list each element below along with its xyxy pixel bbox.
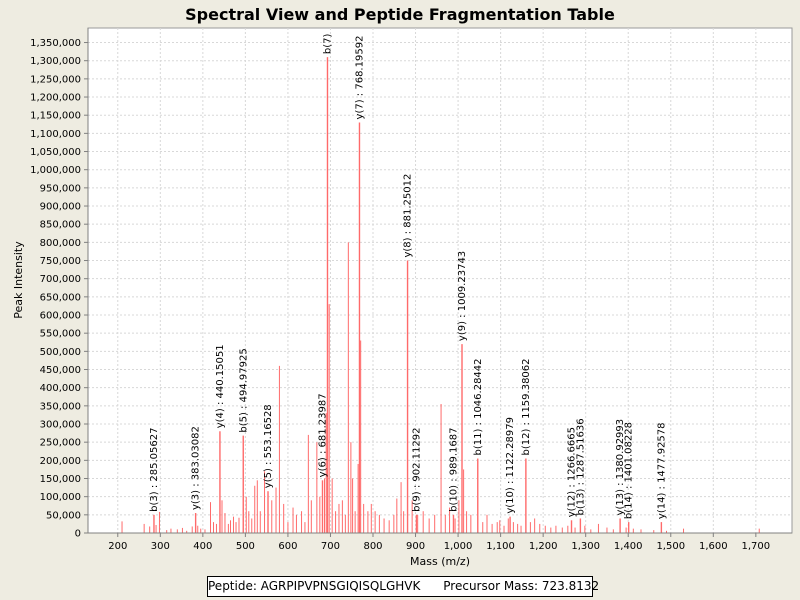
peak-label: b(10) : 989.1687 xyxy=(448,428,459,512)
chart-title: Spectral View and Peptide Fragmentation … xyxy=(185,5,615,24)
x-tick-label: 1,400 xyxy=(614,541,643,552)
x-tick-label: 900 xyxy=(406,541,425,552)
x-tick-label: 700 xyxy=(321,541,340,552)
peak-label: y(5) : 553.16528 xyxy=(263,404,274,488)
y-tick-label: 1,200,000 xyxy=(30,93,81,104)
x-tick-label: 1,300 xyxy=(571,541,600,552)
peptide-info-box: Peptide: AGRPIPVPNSGIQISQLGHVK Precursor… xyxy=(207,576,599,597)
x-tick-label: 600 xyxy=(278,541,297,552)
y-tick-label: 700,000 xyxy=(40,274,81,285)
x-tick-label: 1,100 xyxy=(486,541,515,552)
x-tick-label: 1,000 xyxy=(444,541,473,552)
spectrum-chart-svg: Spectral View and Peptide Fragmentation … xyxy=(12,5,793,568)
peak-label: b(12) : 1159.38062 xyxy=(521,358,532,455)
y-tick-label: 950,000 xyxy=(40,183,81,194)
y-tick-label: 200,000 xyxy=(40,456,81,467)
y-tick-label: 150,000 xyxy=(40,474,81,485)
peaks-layer xyxy=(121,57,760,533)
peak-label: y(3) : 383.03082 xyxy=(191,426,202,510)
x-tick-label: 800 xyxy=(363,541,382,552)
peak-label: b(14) : 1401.08228 xyxy=(624,422,635,519)
y-tick-label: 900,000 xyxy=(40,202,81,213)
y-tick-label: 650,000 xyxy=(40,292,81,303)
x-tick-label: 300 xyxy=(151,541,170,552)
y-axis-label: Peak Intensity xyxy=(12,241,25,319)
y-tick-label: 50,000 xyxy=(46,510,81,521)
peak-label: b(11) : 1046.28442 xyxy=(473,358,484,455)
y-tick-label: 1,250,000 xyxy=(30,74,81,85)
axes-layer: 0 50,000 100,000 150,000 200,000 250,000 300,0… xyxy=(30,28,792,552)
peak-label: b(7) xyxy=(322,33,333,54)
peak-label: y(8) : 881.25012 xyxy=(403,174,414,258)
y-tick-label: 550,000 xyxy=(40,329,81,340)
y-tick-label: 1,300,000 xyxy=(30,56,81,67)
peak-label: b(9) : 902.11292 xyxy=(411,428,422,512)
x-axis-label: Mass (m/z) xyxy=(410,555,470,568)
y-tick-label: 1,100,000 xyxy=(30,129,81,140)
y-tick-label: 1,150,000 xyxy=(30,111,81,122)
y-tick-label: 1,050,000 xyxy=(30,147,81,158)
y-tick-label: 400,000 xyxy=(40,383,81,394)
info-separator xyxy=(420,579,443,593)
peak-label: y(4) : 440.15051 xyxy=(215,344,226,428)
x-tick-label: 200 xyxy=(108,541,127,552)
peak-labels-layer: b(3) : 285.05627 y(3) : 383.03082 y(4) : 4… xyxy=(149,33,667,519)
peak-label: y(6) : 681.23987 xyxy=(317,393,328,477)
y-tick-label: 250,000 xyxy=(40,438,81,449)
peak-label: y(10) : 1122.28979 xyxy=(505,417,516,514)
y-tick-label: 300,000 xyxy=(40,420,81,431)
x-tick-label: 1,600 xyxy=(699,541,728,552)
y-tick-label: 800,000 xyxy=(40,238,81,249)
y-tick-label: 850,000 xyxy=(40,220,81,231)
x-tick-label: 1,500 xyxy=(656,541,685,552)
grid-layer xyxy=(88,28,792,533)
peptide-sequence: Peptide: AGRPIPVPNSGIQISQLGHVK xyxy=(208,579,421,593)
y-tick-label: 600,000 xyxy=(40,311,81,322)
peak-label: y(12) : 1266.6665 xyxy=(567,427,578,517)
peak-label: b(3) : 285.05627 xyxy=(149,428,160,512)
peak-label: y(14) : 1477.92578 xyxy=(656,422,667,519)
precursor-mass: Precursor Mass: 723.8132 xyxy=(443,579,600,593)
y-tick-label: 750,000 xyxy=(40,256,81,267)
x-tick-label: 500 xyxy=(236,541,255,552)
peak-label: b(13) : 1287.51636 xyxy=(575,418,586,515)
peak-label: y(9) : 1009.23743 xyxy=(457,251,468,341)
y-tick-label: 450,000 xyxy=(40,365,81,376)
y-tick-label: 1,000,000 xyxy=(30,165,81,176)
x-tick-label: 400 xyxy=(193,541,212,552)
y-tick-label: 500,000 xyxy=(40,347,81,358)
y-tick-label: 350,000 xyxy=(40,401,81,412)
plot-area xyxy=(87,27,793,534)
peak-label: y(13) : 1380.92993 xyxy=(615,419,626,516)
y-tick-label: 1,350,000 xyxy=(30,38,81,49)
y-tick-label: 100,000 xyxy=(40,492,81,503)
peak-label: b(5) : 494.97925 xyxy=(238,348,249,432)
x-tick-label: 1,200 xyxy=(529,541,558,552)
x-tick-label: 1,700 xyxy=(742,541,771,552)
peak-label: y(7) : 768.19592 xyxy=(354,36,365,120)
y-tick-label: 0 xyxy=(75,529,81,540)
